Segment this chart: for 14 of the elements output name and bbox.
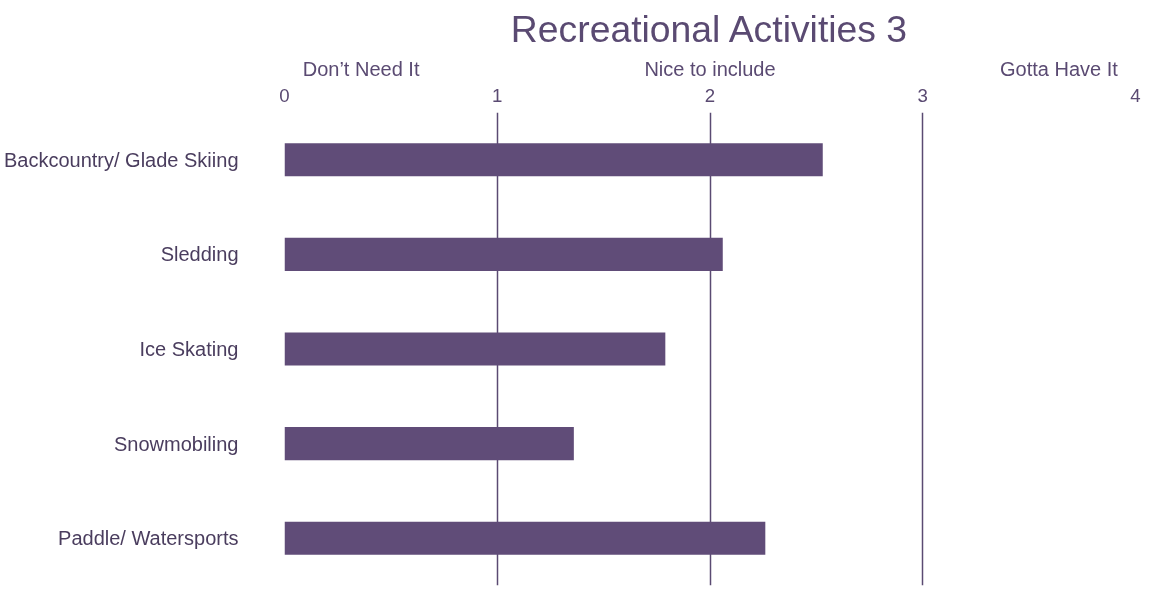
x-tick-label: 3 [917, 84, 928, 106]
y-tick-label: Backcountry/ Glade Skiing [3, 148, 239, 171]
text: Gotta Have It [999, 57, 1119, 80]
x-tick-label: 2 [704, 84, 716, 106]
x-tick-label: 1 [492, 84, 503, 106]
x-tick-label: 4 [1130, 84, 1141, 106]
y-tick-label: Sledding [160, 243, 239, 266]
y-tick-label: Paddle/ Watersports [58, 527, 239, 550]
text: Nice to include [644, 57, 776, 80]
x-tick-label: 0 [279, 84, 290, 106]
text: Don’t Need It [302, 57, 420, 80]
y-tick-label: Snowmobiling [113, 432, 239, 455]
y-tick-label: Ice Skating [139, 338, 239, 360]
chart-title: Recreational Activities 3 [510, 7, 908, 50]
